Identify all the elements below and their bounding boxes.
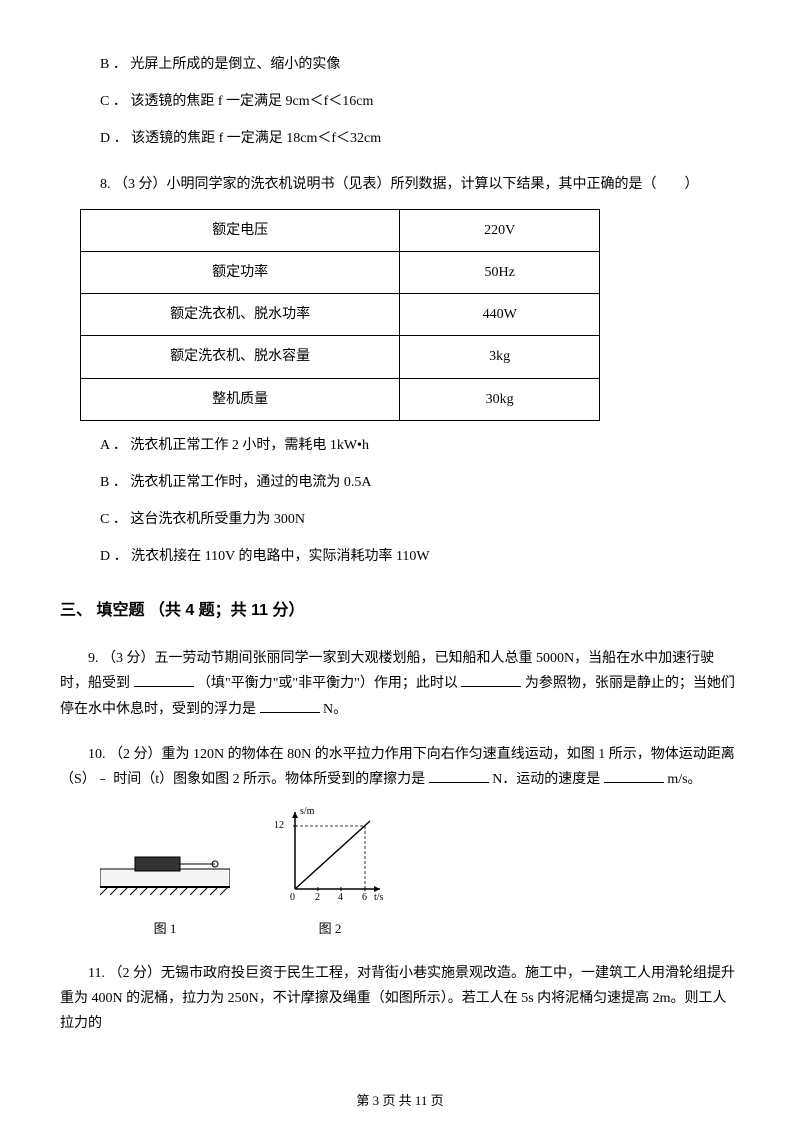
q8-stem: 8. （3 分）小明同学家的洗衣机说明书（见表）所列数据，计算以下结果，其中正确…: [100, 172, 740, 197]
q10-figures: 图 1 12 0 2 4 6 s/m t/s 图 2: [100, 804, 740, 941]
figure-1-label: 图 1: [100, 917, 230, 940]
table-cell-label: 额定洗衣机、脱水功率: [81, 294, 400, 336]
page-footer: 第 3 页 共 11 页: [0, 1089, 800, 1112]
q10-blank-2[interactable]: [604, 767, 664, 783]
q8-option-c: C ． 这台洗衣机所受重力为 300N: [100, 507, 740, 532]
figure-1-wrap: 图 1: [100, 829, 230, 941]
table-cell-value: 220V: [400, 209, 600, 251]
q9-blank-2[interactable]: [461, 671, 521, 687]
table-cell-value: 30kg: [400, 378, 600, 420]
q8-option-a: A ． 洗衣机正常工作 2 小时，需耗电 1kW•h: [100, 433, 740, 458]
table-cell-value: 50Hz: [400, 251, 600, 293]
q11-stem: 11. （2 分）无锡市政府投巨资于民生工程，对背街小巷实施景观改造。施工中，一…: [60, 961, 740, 1037]
table-row: 额定洗衣机、脱水功率 440W: [81, 294, 600, 336]
q9-part2: （填"平衡力"或"非平衡力"）作用；此时以: [197, 676, 458, 691]
q8-option-d: D ． 洗衣机接在 110V 的电路中，实际消耗功率 110W: [100, 544, 740, 569]
q9-blank-1[interactable]: [134, 671, 194, 687]
q9-stem: 9. （3 分）五一劳动节期间张丽同学一家到大观楼划船，已知船和人总重 5000…: [60, 646, 740, 722]
q9-blank-3[interactable]: [260, 697, 320, 713]
table-row: 额定洗衣机、脱水容量 3kg: [81, 336, 600, 378]
x-tick-0: 0: [290, 892, 295, 903]
table-row: 额定功率 50Hz: [81, 251, 600, 293]
table-cell-value: 440W: [400, 294, 600, 336]
q10-blank-1[interactable]: [429, 767, 489, 783]
figure-2-label: 图 2: [270, 917, 390, 940]
q7-option-d: D ． 该透镜的焦距 f 一定满足 18cm＜f＜32cm: [100, 126, 740, 151]
y-axis-label: s/m: [300, 806, 315, 817]
q8-option-b: B ． 洗衣机正常工作时，通过的电流为 0.5A: [100, 470, 740, 495]
q9-part4: N。: [323, 702, 347, 717]
x-tick-6: 6: [362, 892, 367, 903]
table-cell-label: 额定功率: [81, 251, 400, 293]
figure-2-graph: 12 0 2 4 6 s/m t/s: [270, 804, 390, 904]
q10-part2: N．运动的速度是: [492, 772, 600, 787]
section-3-title: 三、 填空题 （共 4 题；共 11 分）: [60, 597, 740, 626]
x-tick-2: 2: [315, 892, 320, 903]
figure-1-icon: [100, 829, 230, 904]
figure-2-wrap: 12 0 2 4 6 s/m t/s 图 2: [270, 804, 390, 941]
x-axis-label: t/s: [374, 892, 384, 903]
q8-table: 额定电压 220V 额定功率 50Hz 额定洗衣机、脱水功率 440W 额定洗衣…: [80, 209, 600, 421]
table-cell-label: 额定洗衣机、脱水容量: [81, 336, 400, 378]
q7-option-c: C ． 该透镜的焦距 f 一定满足 9cm＜f＜16cm: [100, 89, 740, 114]
table-row: 额定电压 220V: [81, 209, 600, 251]
table-cell-label: 额定电压: [81, 209, 400, 251]
q10-part3: m/s。: [667, 772, 701, 787]
x-tick-4: 4: [338, 892, 343, 903]
q7-option-b: B ． 光屏上所成的是倒立、缩小的实像: [100, 52, 740, 77]
table-cell-value: 3kg: [400, 336, 600, 378]
table-row: 整机质量 30kg: [81, 378, 600, 420]
y-tick-12: 12: [274, 820, 284, 831]
q10-stem: 10. （2 分）重为 120N 的物体在 80N 的水平拉力作用下向右作匀速直…: [60, 742, 740, 792]
table-cell-label: 整机质量: [81, 378, 400, 420]
